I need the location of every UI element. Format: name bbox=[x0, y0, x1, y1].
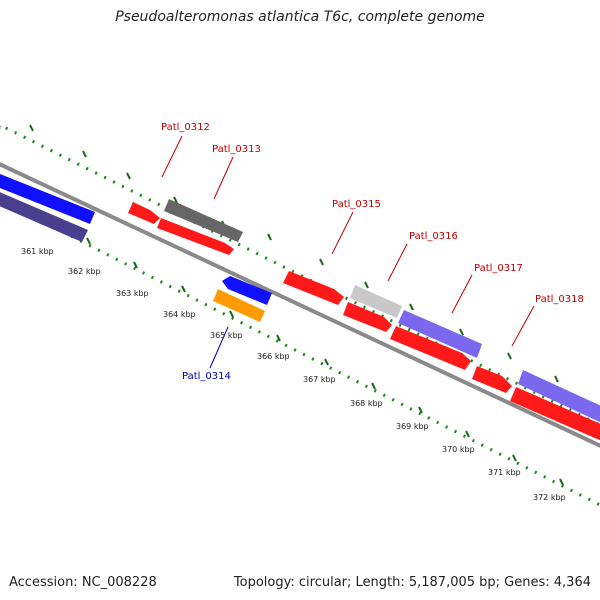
feature-patl-0315 bbox=[283, 271, 344, 305]
feature-red-0313b bbox=[157, 218, 234, 255]
tick-label-367: 367 kbp bbox=[303, 375, 336, 384]
tick-label-370: 370 kbp bbox=[442, 445, 475, 454]
tick-label-364: 364 kbp bbox=[163, 310, 196, 319]
tick-label-361: 361 kbp bbox=[21, 247, 54, 256]
feature-red-0317b bbox=[390, 326, 471, 370]
feature-blocks bbox=[0, 125, 600, 441]
gene-label-patl-0315: Patl_0315 bbox=[332, 199, 381, 210]
genome-summary-text: Topology: circular; Length: 5,187,005 bp… bbox=[233, 575, 591, 590]
gene-label-patl-0313: Patl_0313 bbox=[212, 144, 261, 155]
gene-label-patl-0312: Patl_0312 bbox=[161, 122, 210, 133]
feature-blue-left bbox=[0, 174, 95, 224]
gene-label-patl-0317: Patl_0317 bbox=[474, 263, 523, 274]
label-leader-lines bbox=[161, 135, 535, 369]
feature-blue-0314 bbox=[222, 276, 272, 305]
tick-label-363: 363 kbp bbox=[116, 289, 149, 298]
gene-label-patl-0318: Patl_0318 bbox=[535, 294, 584, 305]
tick-label-368: 368 kbp bbox=[350, 399, 383, 408]
feature-patl-0313 bbox=[164, 199, 243, 242]
tick-label-371: 371 kbp bbox=[488, 468, 521, 477]
gene-label-patl-0316: Patl_0316 bbox=[409, 231, 458, 242]
tick-label-362: 362 kbp bbox=[68, 267, 101, 276]
inner-dotted-track bbox=[0, 198, 600, 507]
inner-tick-marks bbox=[39, 213, 564, 486]
feature-patl-0314 bbox=[213, 289, 265, 322]
gene-label-patl-0314: Patl_0314 bbox=[182, 371, 231, 382]
feature-patl-0318 bbox=[518, 370, 600, 423]
feature-red-0318b bbox=[510, 387, 600, 441]
tick-label-372: 372 kbp bbox=[533, 493, 566, 502]
outer-tick-marks bbox=[29, 124, 559, 383]
feature-red-0316b bbox=[343, 302, 392, 332]
tick-label-365: 365 kbp bbox=[210, 331, 243, 340]
genome-title: Pseudoalteromonas atlantica T6c, complet… bbox=[115, 9, 485, 25]
feature-lightgray-left bbox=[0, 125, 2, 130]
feature-indigo-left bbox=[0, 192, 88, 242]
backbone-line bbox=[0, 162, 600, 448]
feature-patl-0316 bbox=[350, 285, 402, 318]
feature-red-small bbox=[472, 366, 512, 393]
tick-label-366: 366 kbp bbox=[257, 352, 290, 361]
feature-patl-0312 bbox=[128, 202, 160, 224]
accession-text: Accession: NC_008228 bbox=[9, 575, 157, 590]
tick-label-369: 369 kbp bbox=[396, 422, 429, 431]
feature-patl-0317 bbox=[398, 310, 482, 358]
